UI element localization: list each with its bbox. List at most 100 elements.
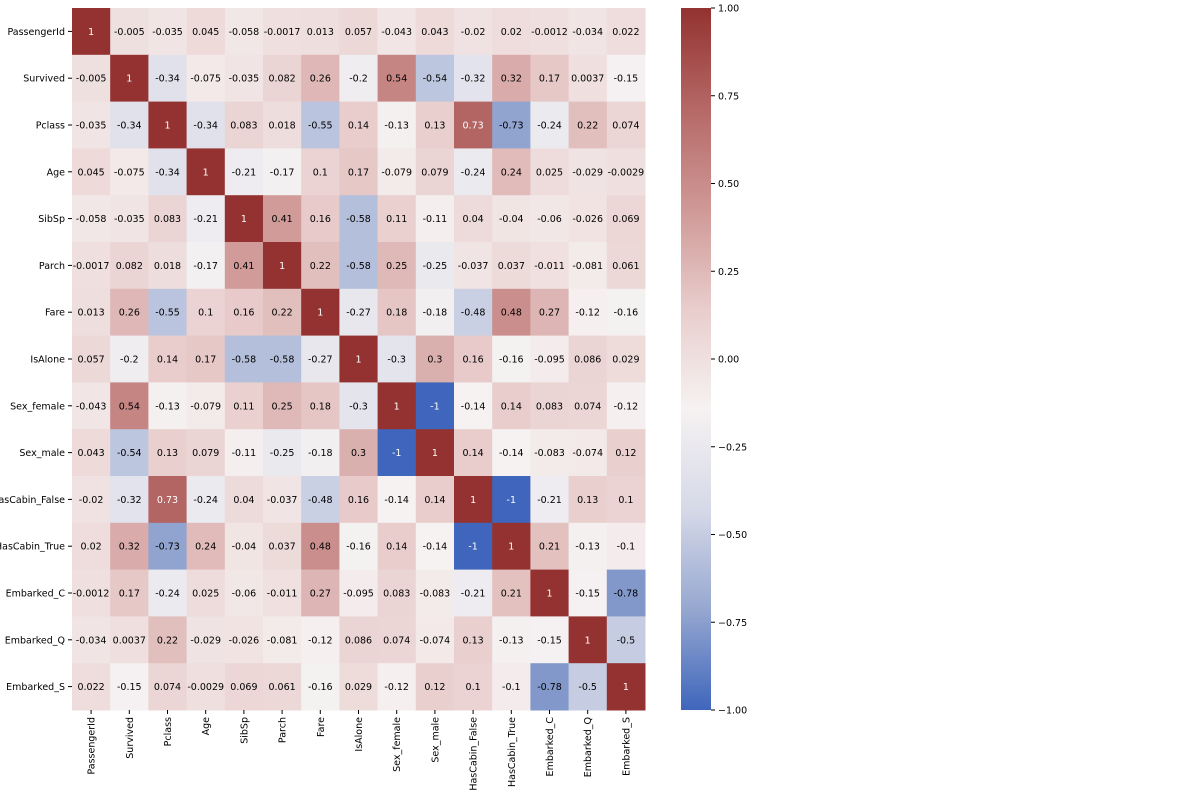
cell-label: 0.1 [198,308,213,319]
heatmap-cell [301,8,340,56]
cell-label: 1 [394,401,400,412]
y-tick-label: Embarked_Q [5,635,65,646]
heatmap-cell [148,242,188,290]
heatmap-cell [148,101,188,149]
cell-label: -0.16 [308,682,333,693]
cell-label: -0.058 [229,27,260,38]
colorbar-tick-label: −1.00 [718,706,747,717]
x-tick-label: HasCabin_False [469,717,480,791]
heatmap-cell [224,569,264,617]
heatmap-cell [263,476,302,524]
heatmap-cell [110,616,149,664]
cell-label: 0.057 [77,355,104,366]
heatmap-cell [263,335,302,383]
heatmap-cell [263,54,302,103]
cell-label: -1 [392,448,401,459]
heatmap-cell [454,54,493,103]
heatmap-cell [263,288,302,337]
heatmap-cell [339,429,379,477]
cell-label: 0.013 [307,27,334,38]
heatmap-cell [492,101,531,149]
heatmap-cell [492,476,531,524]
heatmap-cell [224,522,264,571]
cell-label: -0.17 [270,167,295,178]
cell-label: -0.13 [384,121,409,132]
cell-label: 1 [585,635,591,646]
cell-label: 0.73 [157,495,178,506]
cell-label: -0.081 [572,261,603,272]
cell-label: -0.34 [193,121,218,132]
cell-label: 0.24 [195,542,216,553]
heatmap-cell [606,195,646,243]
cell-label: -0.78 [537,682,562,693]
heatmap-cell [530,476,570,524]
cell-label: 0.25 [272,401,293,412]
cell-label: 0.27 [539,308,560,319]
cell-label: -0.026 [572,214,603,225]
cell-label: 0.1 [618,495,633,506]
cell-label: -0.2 [120,355,139,366]
cell-label: 0.057 [345,27,372,38]
heatmap-cell [224,8,264,56]
heatmap-cell [415,522,455,571]
cell-label: 0.061 [612,261,639,272]
heatmap-cell [339,8,379,56]
cell-label: 0.13 [463,635,484,646]
heatmap-cell [454,476,493,524]
x-tick-label: Sex_male [430,717,441,763]
heatmap-cell [148,663,188,711]
cell-label: 0.11 [386,214,407,225]
cell-label: 0.037 [498,261,525,272]
cell-label: 0.045 [192,27,219,38]
heatmap-cell [492,242,531,290]
heatmap-cell [339,242,379,290]
y-tick-label: Age [47,167,66,178]
heatmap-cell [148,616,188,664]
heatmap-cell [606,288,646,337]
cell-label: -0.043 [76,401,107,412]
cell-label: 0.086 [574,355,601,366]
heatmap-cell [263,101,302,149]
heatmap-cell [263,616,302,664]
cell-label: 0.083 [383,589,410,600]
heatmap-cell [606,382,646,430]
heatmap-cell [415,288,455,337]
heatmap-cell [186,242,226,290]
cell-label: 0.074 [612,121,639,132]
heatmap-cell [377,476,417,524]
heatmap-cell [301,148,340,196]
cell-label: -0.034 [572,27,603,38]
x-tick-label: HasCabin_True [507,717,518,787]
cell-label: -0.55 [308,121,333,132]
cell-label: -0.54 [423,74,448,85]
heatmap-cell [454,522,493,571]
heatmap-cell [377,569,417,617]
heatmap-cell [377,148,417,196]
heatmap-cell [263,429,302,477]
heatmap-cell [263,148,302,196]
heatmap-cell [110,476,149,524]
cell-label: 1 [126,74,132,85]
y-tick-label: Fare [45,308,65,319]
heatmap-cell [148,382,188,430]
cell-label: -0.16 [346,542,371,553]
heatmap-cell [606,522,646,571]
cell-label: -0.5 [578,682,597,693]
heatmap-cell [492,335,531,383]
heatmap-cell [186,288,226,337]
cell-label: 0.32 [501,74,522,85]
heatmap-cell [263,522,302,571]
heatmap-cell [377,195,417,243]
heatmap-cell [110,54,149,103]
cell-label: -0.54 [117,448,142,459]
cell-label: 0.069 [612,214,639,225]
heatmap-cell [148,8,188,56]
heatmap-cell [224,429,264,477]
heatmap-cell [339,54,379,103]
heatmap-cell [301,522,340,571]
cell-label: 0.14 [501,401,522,412]
cell-label: 0.02 [501,27,522,38]
heatmap-cell [492,569,531,617]
cell-label: 1 [623,682,629,693]
cell-label: 0.21 [539,542,560,553]
